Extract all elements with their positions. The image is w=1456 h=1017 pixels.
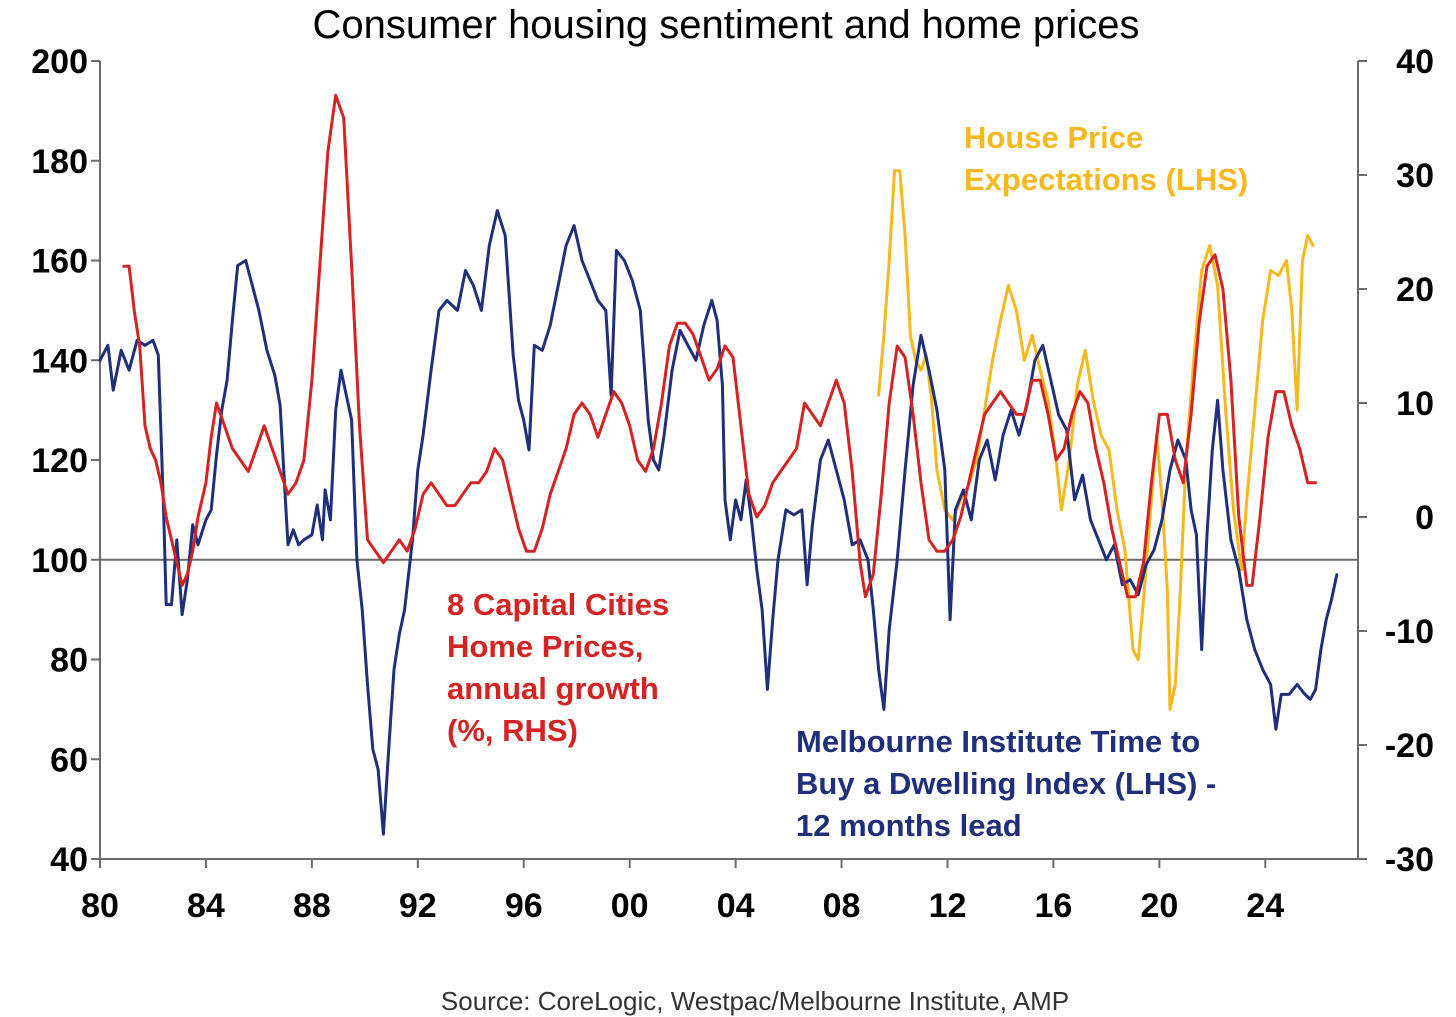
right-tick-label: 20	[1396, 271, 1434, 309]
right-tick-label: -10	[1385, 613, 1434, 651]
house-price-expectations-label-line: House Price	[964, 120, 1143, 155]
x-tick-label: 24	[1246, 887, 1284, 925]
house-price-expectations-label-line: Expectations (LHS)	[964, 162, 1248, 197]
right-tick-label: -30	[1385, 841, 1434, 879]
right-tick-label: 10	[1396, 385, 1434, 423]
x-tick-label: 84	[187, 887, 225, 925]
left-tick-label: 200	[31, 43, 88, 81]
x-tick-label: 12	[929, 887, 967, 925]
x-tick-label: 96	[505, 887, 543, 925]
x-tick-label: 80	[81, 887, 119, 925]
melbourne-series-label-line: Melbourne Institute Time to	[796, 724, 1200, 759]
right-tick-label: 40	[1396, 43, 1434, 81]
left-tick-label: 60	[50, 741, 88, 779]
left-tick-label: 80	[50, 642, 88, 680]
melbourne-series-label-line: Buy a Dwelling Index (LHS) -	[796, 766, 1216, 801]
right-tick-label: 0	[1415, 499, 1434, 537]
capital-cities-label-line: (%, RHS)	[447, 713, 578, 748]
left-tick-label: 140	[31, 342, 88, 380]
left-tick-label: 120	[31, 442, 88, 480]
left-tick-label: 160	[31, 243, 88, 281]
source-note: Source: CoreLogic, Westpac/Melbourne Ins…	[441, 986, 1069, 1016]
melbourne-index-line	[98, 209, 1339, 836]
series-labels: Melbourne Institute Time to Buy a Dwellin…	[447, 120, 1248, 843]
x-tick-label: 04	[717, 887, 755, 925]
capital-cities-label-line: annual growth	[447, 671, 659, 706]
x-tick-label: 00	[611, 887, 649, 925]
capital-cities-label-line: Home Prices,	[447, 629, 643, 664]
right-tick-label: -20	[1385, 727, 1434, 765]
x-tick-label: 88	[293, 887, 331, 925]
left-tick-label: 40	[50, 841, 88, 879]
x-tick-label: 20	[1140, 887, 1178, 925]
axes: 200180160140120100806040403020100-10-20-…	[31, 43, 1434, 925]
right-tick-label: 30	[1396, 157, 1434, 195]
house-price-expectations-label: House Price Expectations (LHS)	[964, 120, 1248, 197]
x-tick-label: 16	[1035, 887, 1073, 925]
x-tick-label: 08	[823, 887, 861, 925]
left-tick-label: 100	[31, 542, 88, 580]
capital-cities-label: 8 Capital Cities Home Prices, annual growt…	[447, 587, 669, 748]
capital-cities-label-line: 8 Capital Cities	[447, 587, 669, 622]
chart-title: Consumer housing sentiment and home pric…	[312, 3, 1139, 47]
x-tick-label: 92	[399, 887, 437, 925]
left-tick-label: 180	[31, 143, 88, 181]
capital-cities-growth-line	[122, 93, 1318, 599]
melbourne-series-label-line: 12 months lead	[796, 808, 1022, 843]
series-layer	[98, 93, 1339, 836]
melbourne-series-label: Melbourne Institute Time to Buy a Dwellin…	[796, 724, 1216, 843]
